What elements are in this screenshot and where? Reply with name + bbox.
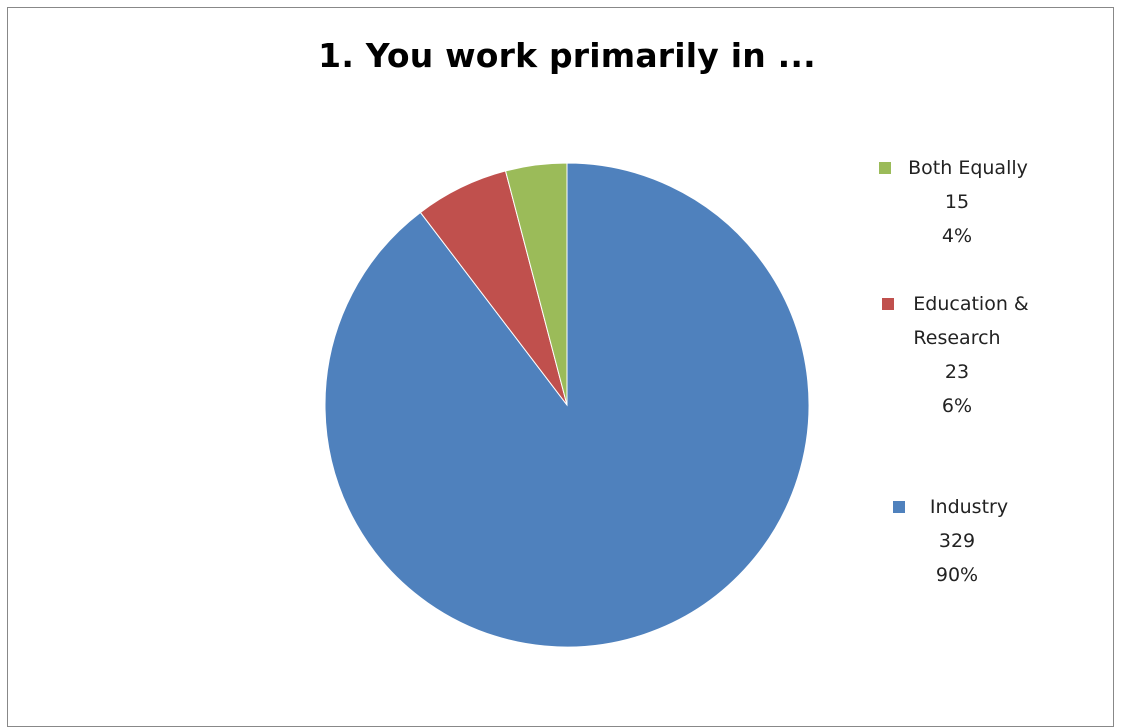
legend-entry-education-research: Education & Research 23 6% (857, 287, 1057, 423)
legend-swatch-education-research (882, 298, 894, 310)
legend-percent-industry: 90% (935, 564, 979, 586)
legend-swatch-industry (893, 501, 905, 513)
legend-label-education-research-line1: Education & (913, 293, 1029, 315)
legend-label-industry: Industry (929, 496, 1009, 518)
legend-entry-both-equally: Both Equally 15 4% (857, 151, 1057, 253)
legend-label-education-research-line2: Research (913, 327, 1001, 349)
legend-entry-industry: Industry 329 90% (857, 490, 1057, 592)
legend-value-both-equally: 15 (944, 191, 970, 213)
legend-label-both-equally: Both Equally (908, 157, 1028, 179)
legend-percent-both-equally: 4% (941, 225, 973, 247)
pie-chart (324, 162, 810, 648)
pie-slice-both-equally (504, 162, 568, 406)
legend-percent-education-research: 6% (941, 395, 973, 417)
legend-value-education-research: 23 (944, 361, 970, 383)
legend-value-industry: 329 (938, 530, 976, 552)
legend-swatch-both-equally (879, 162, 891, 174)
chart-title: 1. You work primarily in ... (318, 36, 816, 75)
